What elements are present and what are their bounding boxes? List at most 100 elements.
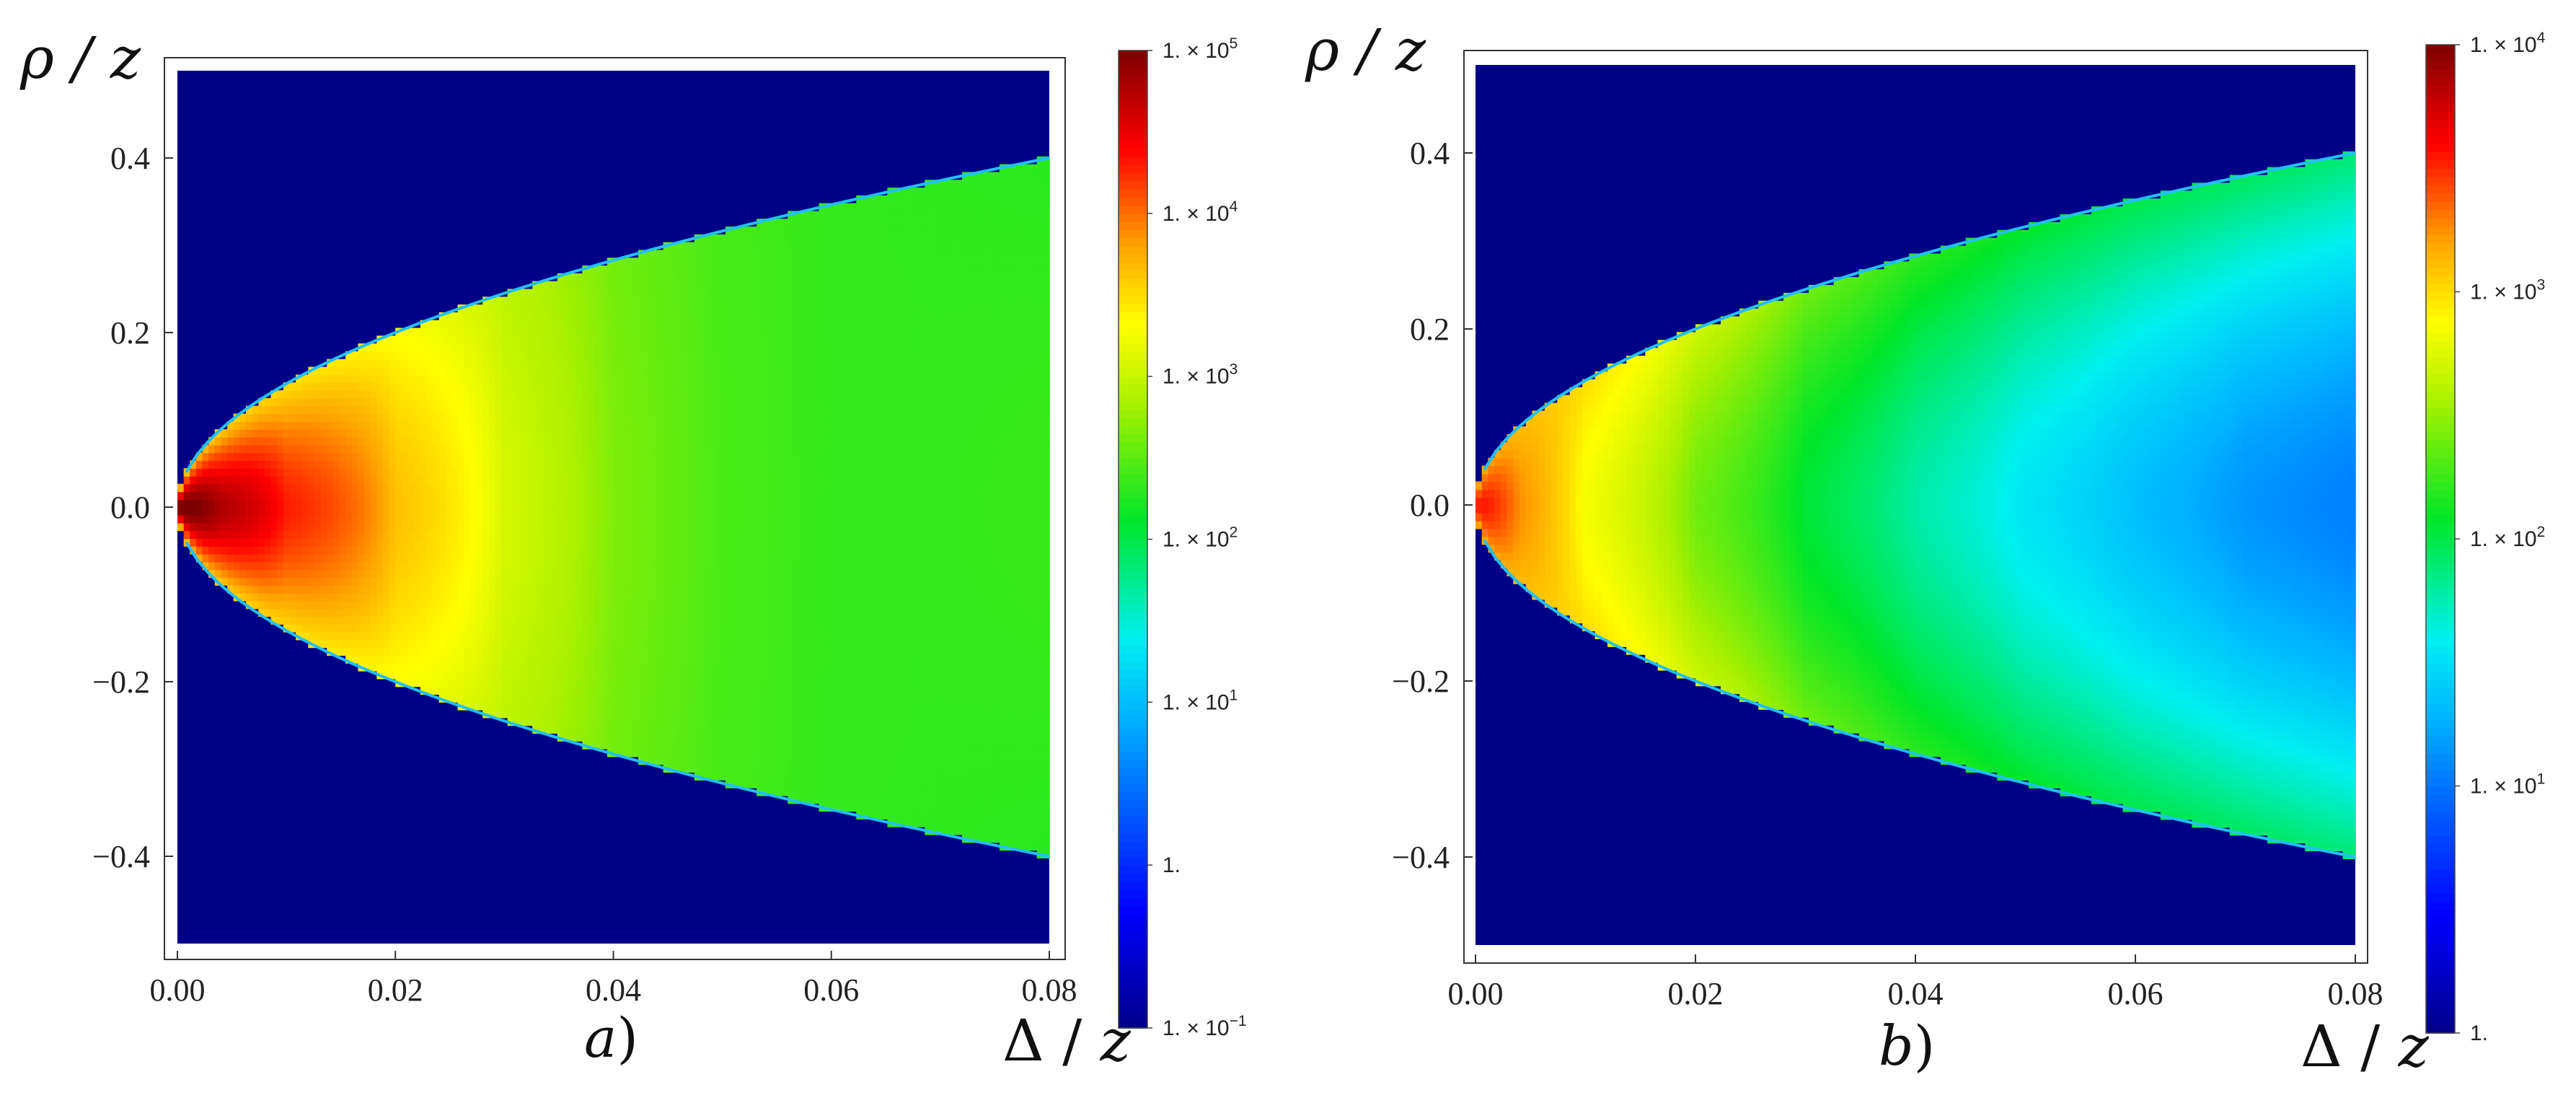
heatmap-cell <box>788 514 795 524</box>
heatmap-cell <box>532 694 539 703</box>
heatmap-cell <box>526 631 534 641</box>
heatmap-cell <box>644 553 652 563</box>
heatmap-cell <box>389 405 397 415</box>
heatmap-cell <box>451 312 459 321</box>
heatmap-cell <box>296 616 303 625</box>
heatmap-cell <box>414 351 421 360</box>
heatmap-cell <box>507 460 515 469</box>
heatmap-cell <box>501 483 508 493</box>
heatmap-cell <box>551 670 558 680</box>
heatmap-cell <box>656 452 664 461</box>
heatmap-cell <box>594 608 602 618</box>
heatmap-cell <box>221 429 228 438</box>
heatmap-cell <box>762 702 770 711</box>
heatmap-cell <box>544 397 552 407</box>
heatmap-cell <box>469 670 477 680</box>
heatmap-cell <box>638 273 645 282</box>
heatmap-cell <box>619 475 627 485</box>
heatmap-cell <box>625 421 633 430</box>
heatmap-cell <box>775 444 782 454</box>
heatmap-cell <box>606 577 614 586</box>
heatmap-cell <box>719 514 726 524</box>
heatmap-cell <box>389 631 397 641</box>
heatmap-cell <box>713 741 720 750</box>
heatmap-cell <box>233 546 241 555</box>
heatmap-cell <box>426 600 433 610</box>
heatmap-cell <box>644 343 652 352</box>
heatmap-cell <box>557 624 565 633</box>
heatmap-cell <box>445 585 452 594</box>
heatmap-cell <box>351 530 359 540</box>
heatmap-cell <box>339 460 346 469</box>
heatmap-cell <box>277 616 284 625</box>
heatmap-cell <box>606 421 614 430</box>
heatmap-cell <box>700 647 707 656</box>
heatmap-cell <box>457 577 465 586</box>
heatmap-cell <box>495 382 502 391</box>
heatmap-cell <box>570 273 577 282</box>
heatmap-cell <box>332 374 340 383</box>
heatmap-cell <box>781 460 789 469</box>
heatmap-cell <box>570 359 577 368</box>
heatmap-cell <box>601 397 608 407</box>
heatmap-cell <box>757 429 764 438</box>
heatmap-cell <box>495 569 502 579</box>
heatmap-cell <box>551 585 558 594</box>
heatmap-cell <box>762 343 770 352</box>
heatmap-cell <box>414 553 421 563</box>
heatmap-cell <box>613 624 620 633</box>
heatmap-cell <box>438 413 446 422</box>
heatmap-cell <box>788 741 795 750</box>
heatmap-cell <box>551 343 558 352</box>
heatmap-cell <box>488 709 496 719</box>
heatmap-cell <box>601 608 608 618</box>
heatmap-cell <box>407 577 415 586</box>
heatmap-cell <box>401 616 409 625</box>
heatmap-cell <box>750 670 757 680</box>
heatmap-cell <box>788 787 795 796</box>
heatmap-cell <box>725 429 733 438</box>
heatmap-cell <box>570 390 577 399</box>
heatmap-cell <box>757 320 764 329</box>
heatmap-cell <box>301 475 309 485</box>
heatmap-cell <box>582 421 589 430</box>
heatmap-cell <box>557 421 565 430</box>
heatmap-cell <box>301 413 309 422</box>
heatmap-cell <box>239 436 247 446</box>
heatmap-cell <box>420 397 428 407</box>
heatmap-cell <box>775 475 782 485</box>
heatmap-cell <box>245 585 253 594</box>
heatmap-cell <box>420 351 428 360</box>
heatmap-cell <box>308 413 315 422</box>
heatmap-cell <box>707 538 714 547</box>
heatmap-cell <box>488 436 496 446</box>
heatmap-cell <box>557 320 565 329</box>
heatmap-cell <box>469 514 477 524</box>
heatmap-cell <box>407 397 415 407</box>
heatmap-cell <box>757 507 764 516</box>
heatmap-cell <box>495 429 502 438</box>
heatmap-cell <box>395 663 402 672</box>
heatmap-cell <box>426 678 433 687</box>
heatmap-cell <box>731 741 739 750</box>
heatmap-cell <box>488 569 496 579</box>
heatmap-cell <box>713 483 720 493</box>
heatmap-cell <box>663 756 671 765</box>
heatmap-cell <box>289 538 296 547</box>
heatmap-cell <box>433 397 440 407</box>
heatmap-cell <box>476 343 483 352</box>
heatmap-cell <box>707 460 714 469</box>
heatmap-cell <box>482 624 490 633</box>
heatmap-cell <box>376 639 384 649</box>
heatmap-cell <box>570 382 577 391</box>
heatmap-cell <box>482 429 490 438</box>
heatmap-cell <box>538 491 546 500</box>
heatmap-cell <box>625 405 633 415</box>
heatmap-cell <box>700 397 707 407</box>
heatmap-cell <box>457 569 465 579</box>
heatmap-cell <box>532 616 539 625</box>
heatmap-cell <box>457 514 465 524</box>
heatmap-cell <box>563 491 570 500</box>
heatmap-cell <box>582 616 589 625</box>
heatmap-cell <box>731 553 739 563</box>
